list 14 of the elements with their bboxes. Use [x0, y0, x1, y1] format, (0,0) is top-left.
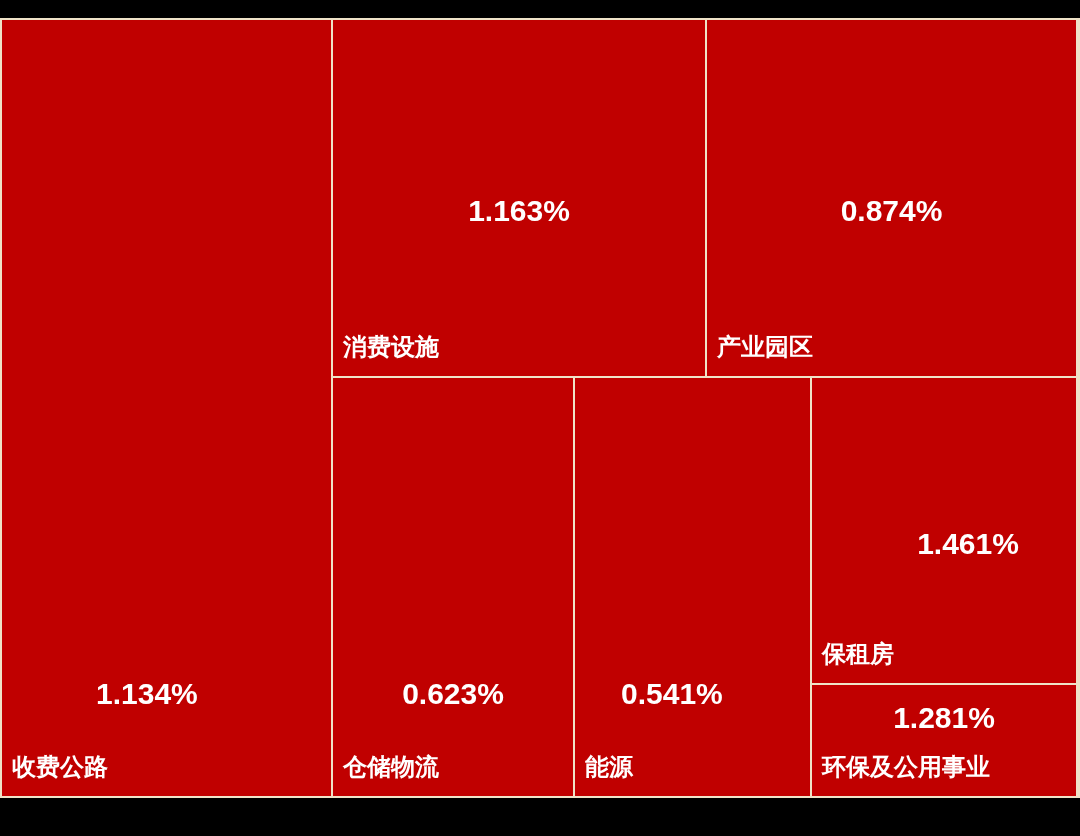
category-label: 保租房: [821, 639, 894, 667]
data-label: 1.281%: [893, 701, 995, 735]
category-label: 能源: [585, 752, 634, 780]
category-label: 环保及公用事业: [821, 752, 990, 780]
data-label: 1.163%: [468, 194, 570, 228]
data-label: 0.623%: [402, 677, 504, 711]
category-label: 仓储物流: [342, 752, 440, 780]
data-label: 0.541%: [621, 677, 723, 711]
data-label: 1.461%: [917, 526, 1019, 560]
data-label: 1.134%: [96, 677, 198, 711]
data-label: 0.874%: [840, 194, 943, 228]
category-label: 产业园区: [716, 332, 813, 360]
category-label: 收费公路: [12, 752, 108, 780]
category-label: 消费设施: [342, 332, 439, 360]
